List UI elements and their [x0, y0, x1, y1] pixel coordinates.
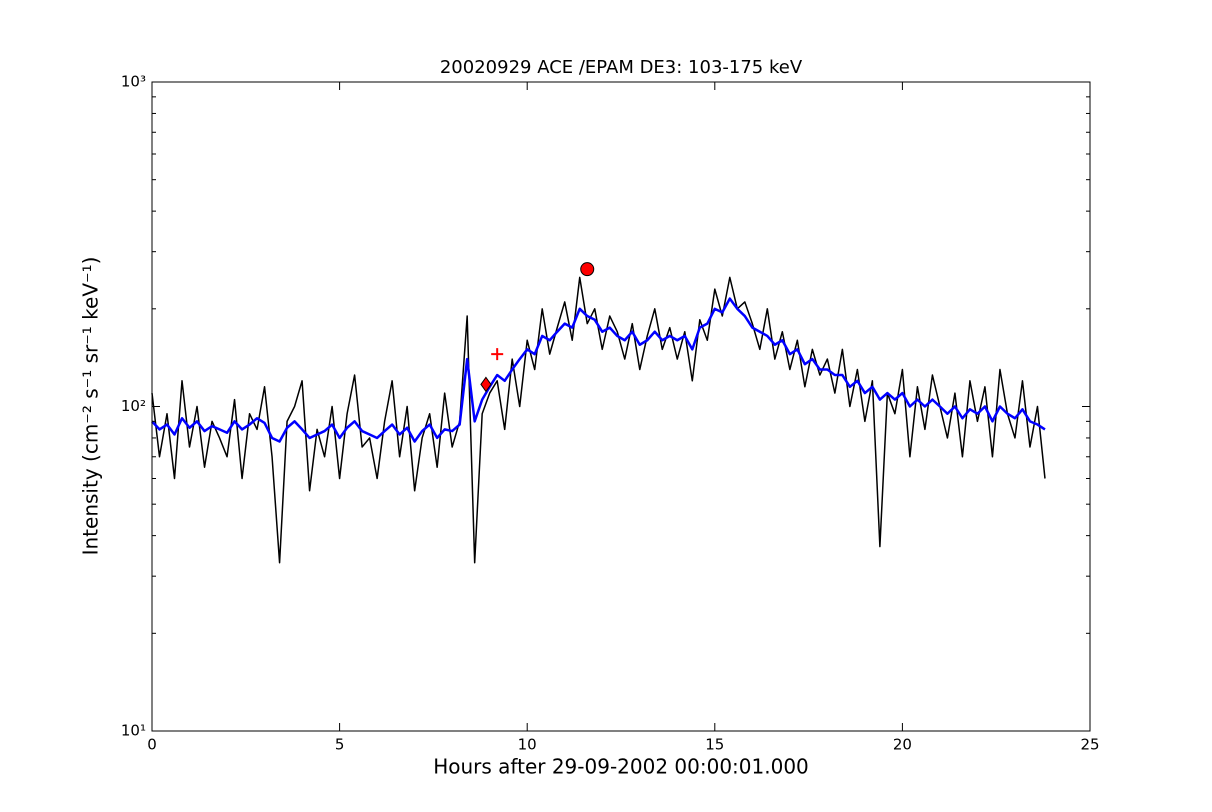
x-tick-label: 5 [335, 736, 345, 754]
plot-frame [151, 81, 1091, 732]
y-axis-label: Intensity (cm⁻² s⁻¹ sr⁻¹ keV⁻¹) [79, 257, 103, 556]
y-tick-label: 10¹ [121, 722, 146, 740]
x-tick-label: 20 [893, 736, 912, 754]
series-line [151, 297, 1046, 443]
y-tick-label: 10³ [121, 73, 146, 91]
x-tick-label: 0 [147, 736, 157, 754]
x-tick-label: 10 [518, 736, 537, 754]
y-tick-label: 10² [121, 397, 146, 415]
marker [491, 348, 504, 361]
x-tick-label: 15 [705, 736, 724, 754]
x-tick-label: 25 [1080, 736, 1099, 754]
series-line [151, 276, 1046, 564]
marker [480, 376, 492, 393]
chart-title: 20020929 ACE /EPAM DE3: 103-175 keV [440, 57, 803, 78]
x-axis-label: Hours after 29-09-2002 00:00:01.000 [433, 755, 809, 779]
marker [580, 262, 595, 277]
